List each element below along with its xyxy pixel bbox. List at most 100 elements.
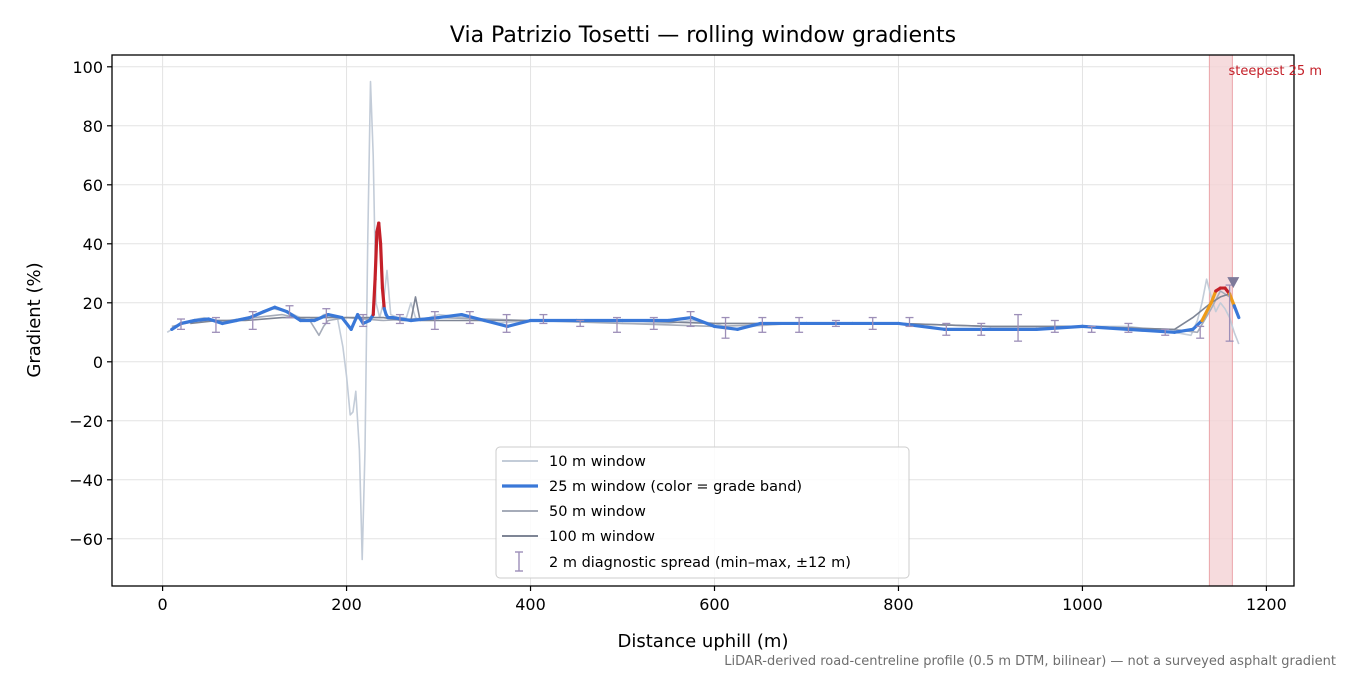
x-tick-label-3: 600 xyxy=(699,595,730,614)
x-tick-label-5: 1000 xyxy=(1062,595,1103,614)
error-bar-5 xyxy=(359,313,368,328)
series-25m-segment-29 xyxy=(436,313,464,320)
error-bar-2 xyxy=(248,310,257,331)
error-bar-24 xyxy=(1050,319,1059,333)
series-25m-segment-48 xyxy=(1126,327,1177,334)
series-25m-segment-27 xyxy=(390,315,413,323)
y-tick-label-1: −40 xyxy=(69,471,103,490)
series-25m-segment-50 xyxy=(1191,318,1204,331)
steepest-segment-highlight xyxy=(1208,54,1233,587)
error-bar-17 xyxy=(795,316,804,333)
x-tick-label-2: 400 xyxy=(515,595,546,614)
grid-lines xyxy=(112,55,1294,586)
error-bar-15 xyxy=(721,316,730,339)
error-bar-9 xyxy=(502,313,511,333)
series-25m-segment-21 xyxy=(377,221,383,246)
series-lines xyxy=(166,80,1241,561)
legend-label-100m: 100 m window xyxy=(549,529,655,545)
series-25m-segment-32 xyxy=(505,318,533,328)
series-25m-segment-52 xyxy=(1209,289,1218,305)
series-25m-segment-15 xyxy=(355,313,365,326)
series-25m-segment-23 xyxy=(380,286,386,311)
series-25m-segment-4 xyxy=(220,318,238,326)
error-bar-3 xyxy=(285,305,294,319)
series-25m-segment-13 xyxy=(340,315,353,331)
series-25m-segment-30 xyxy=(459,313,487,323)
error-bar-13 xyxy=(649,316,658,331)
y-tick-label-3: 0 xyxy=(93,353,103,372)
steepest-marker-triangle xyxy=(1227,277,1240,289)
error-bar-0 xyxy=(176,318,185,331)
series-25m-segment-28 xyxy=(409,315,441,323)
series-25m-segment-43 xyxy=(896,321,947,331)
series-25m-segment-8 xyxy=(273,305,289,314)
chart-title: Via Patrizio Tosetti — rolling window gr… xyxy=(450,23,956,48)
plot-frame xyxy=(111,54,1295,587)
y-axis-ticks: −60 −40 −20 0 20 40 60 80 100 xyxy=(69,58,112,549)
series-25m-segment-49 xyxy=(1172,327,1195,334)
error-bar-19 xyxy=(868,316,877,331)
error-bar-21 xyxy=(942,322,951,336)
legend: 10 m window 25 m window (color = grade b… xyxy=(495,446,910,579)
series-25m-segment-51 xyxy=(1200,301,1213,323)
legend-label-10m: 10 m window xyxy=(549,454,646,470)
error-bar-16 xyxy=(758,316,767,333)
error-bar-12 xyxy=(612,316,621,333)
series-25m-segment-14 xyxy=(349,313,360,331)
y-tick-label-0: −60 xyxy=(69,530,103,549)
x-tick-label-4: 800 xyxy=(883,595,914,614)
legend-label-errorbar: 2 m diagnostic spread (min–max, ±12 m) xyxy=(549,555,851,571)
error-bar-20 xyxy=(905,316,914,328)
series-25m-segment-46 xyxy=(1034,324,1085,331)
series-25m-segment-19 xyxy=(373,230,379,281)
error-bar-4 xyxy=(322,308,331,325)
error-bar-11 xyxy=(576,319,585,328)
error-bar-28 xyxy=(1196,325,1205,339)
series-25m-segment-31 xyxy=(482,318,510,328)
error-bar-8 xyxy=(465,310,474,325)
y-tick-label-8: 100 xyxy=(72,58,103,77)
legend-box xyxy=(495,446,910,579)
series-25m-segment-57 xyxy=(1232,304,1241,320)
error-bar-1 xyxy=(211,316,220,333)
error-bar-23 xyxy=(1014,313,1023,342)
x-tick-label-6: 1200 xyxy=(1246,595,1287,614)
series-25m-segment-56 xyxy=(1228,292,1236,308)
y-tick-label-2: −20 xyxy=(69,412,103,431)
error-bar-7 xyxy=(430,310,439,331)
series-25m-segment-0 xyxy=(170,321,183,331)
series-25m-segment-36 xyxy=(666,315,694,323)
legend-label-25m: 25 m window (color = grade band) xyxy=(549,479,802,495)
error-bar-27 xyxy=(1161,328,1170,336)
series-25m-segment-7 xyxy=(262,305,277,314)
error-bar-10 xyxy=(539,313,548,325)
x-axis-ticks: 0 200 400 600 800 1000 1200 xyxy=(157,586,1287,614)
series-25m-segment-1 xyxy=(179,318,197,326)
error-bar-6 xyxy=(395,313,404,325)
legend-label-50m: 50 m window xyxy=(549,504,646,520)
legend-swatch-errorbar xyxy=(515,551,523,572)
series-25m-segment-12 xyxy=(326,313,344,320)
error-bar-14 xyxy=(686,310,695,328)
series-25m-segment-5 xyxy=(234,315,252,323)
series-25m-segment-39 xyxy=(735,321,763,331)
footnote: LiDAR-derived road-centreline profile (0… xyxy=(724,654,1336,669)
y-tick-label-6: 60 xyxy=(83,176,103,195)
steepest-segment-label: steepest 25 m xyxy=(1229,64,1322,79)
diagnostic-spread-error-bars xyxy=(176,284,1234,342)
y-axis-label: Gradient (%) xyxy=(24,262,45,377)
y-tick-label-5: 40 xyxy=(83,235,103,254)
series-25m-segment-37 xyxy=(689,315,717,328)
x-axis-label: Distance uphill (m) xyxy=(618,631,789,652)
x-tick-label-1: 200 xyxy=(331,595,362,614)
error-bar-25 xyxy=(1087,325,1096,333)
series-25m-segment-2 xyxy=(193,317,211,323)
y-tick-label-4: 20 xyxy=(83,294,103,313)
error-bar-26 xyxy=(1124,322,1133,333)
series-25m-segment-22 xyxy=(378,242,385,290)
highlight-band xyxy=(1208,54,1233,587)
series-25m-segment-18 xyxy=(371,277,377,317)
y-tick-label-7: 80 xyxy=(83,117,103,136)
steepest-marker xyxy=(1227,277,1240,289)
